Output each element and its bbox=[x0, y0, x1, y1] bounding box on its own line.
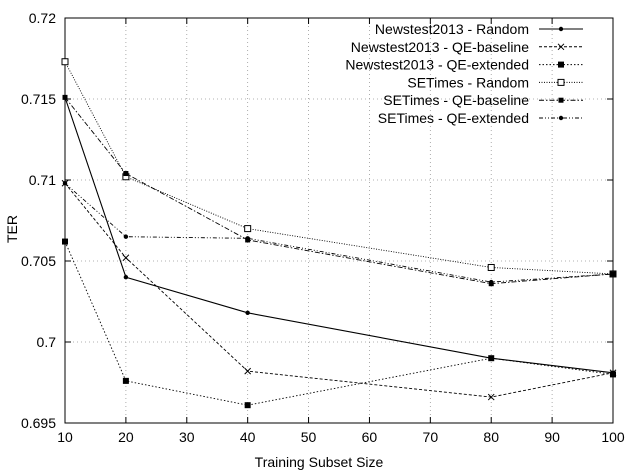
legend-label: Newstest2013 - Random bbox=[375, 21, 529, 37]
series-6 bbox=[62, 181, 616, 285]
legend-item: SETimes - QE-extended bbox=[378, 110, 583, 126]
legend-label: SETimes - QE-baseline bbox=[383, 92, 529, 108]
y-axis-label: TER bbox=[4, 215, 20, 243]
data-point bbox=[122, 377, 129, 384]
data-point bbox=[558, 26, 564, 32]
data-point bbox=[62, 238, 68, 245]
legend-label: SETimes - QE-extended bbox=[378, 110, 529, 126]
data-point bbox=[487, 393, 495, 401]
series-line bbox=[64, 97, 614, 285]
x-tick-label: 100 bbox=[601, 429, 625, 445]
data-point bbox=[558, 97, 564, 103]
data-point bbox=[557, 43, 565, 51]
data-point bbox=[123, 171, 129, 177]
data-point bbox=[122, 254, 130, 262]
x-tick-label: 90 bbox=[544, 429, 560, 445]
y-tick-label: 0.705 bbox=[21, 253, 56, 269]
x-tick-label: 50 bbox=[301, 429, 317, 445]
data-point bbox=[558, 61, 564, 68]
x-tick-label: 30 bbox=[179, 429, 195, 445]
legend-item: Newstest2013 - QE-baseline bbox=[351, 39, 583, 55]
data-point bbox=[557, 78, 565, 86]
data-point bbox=[123, 234, 129, 239]
x-tick-label: 10 bbox=[57, 429, 73, 445]
y-tick-label: 0.695 bbox=[21, 415, 56, 431]
series-4 bbox=[61, 58, 617, 278]
plot-area bbox=[64, 17, 614, 424]
series-line bbox=[64, 97, 614, 374]
data-point bbox=[488, 355, 495, 362]
data-point bbox=[245, 236, 250, 241]
data-point bbox=[244, 225, 252, 233]
series-5 bbox=[62, 94, 616, 287]
x-tick-label: 80 bbox=[483, 429, 499, 445]
legend-item: SETimes - Random bbox=[407, 74, 583, 90]
legend: Newstest2013 - Random Newstest2013 - QE-b… bbox=[345, 21, 583, 126]
legend-item: Newstest2013 - Random bbox=[375, 21, 583, 37]
data-point bbox=[610, 371, 616, 378]
data-point bbox=[610, 271, 616, 277]
data-point bbox=[62, 181, 68, 186]
data-point bbox=[61, 58, 69, 66]
series-1 bbox=[62, 95, 616, 375]
legend-label: Newstest2013 - QE-baseline bbox=[351, 39, 529, 55]
series-2 bbox=[61, 179, 617, 401]
grid bbox=[65, 18, 613, 423]
series-layer bbox=[61, 58, 617, 409]
data-point bbox=[489, 279, 494, 285]
legend-item: SETimes - QE-baseline bbox=[383, 92, 583, 108]
series-3 bbox=[62, 238, 616, 409]
legend-label: SETimes - Random bbox=[407, 74, 529, 90]
x-tick-label: 60 bbox=[362, 429, 378, 445]
x-tick-label: 70 bbox=[423, 429, 439, 445]
data-point bbox=[62, 94, 68, 100]
x-tick-label: 20 bbox=[118, 429, 134, 445]
legend-label: Newstest2013 - QE-extended bbox=[345, 57, 529, 73]
y-tick-label: 0.7 bbox=[37, 334, 57, 350]
y-tick-label: 0.71 bbox=[29, 172, 56, 188]
data-point bbox=[558, 115, 564, 121]
series-line bbox=[64, 182, 614, 398]
y-tick-label: 0.72 bbox=[29, 10, 56, 26]
plot-border bbox=[64, 17, 614, 424]
data-point bbox=[123, 275, 129, 280]
data-point bbox=[245, 310, 250, 316]
x-axis-label: Training Subset Size bbox=[255, 454, 384, 470]
series-line bbox=[64, 61, 614, 275]
data-point bbox=[244, 367, 252, 375]
series-line bbox=[64, 241, 614, 406]
data-point bbox=[244, 402, 251, 409]
x-tick-label: 40 bbox=[240, 429, 256, 445]
legend-item: Newstest2013 - QE-extended bbox=[345, 57, 583, 73]
series-line bbox=[64, 182, 614, 283]
tick-labels: 10 20 30 40 50 60 70 80 90 100 0.695 0.7 0.705 0.71 0.… bbox=[21, 10, 625, 445]
data-point bbox=[487, 263, 495, 271]
y-tick-label: 0.715 bbox=[21, 91, 56, 107]
